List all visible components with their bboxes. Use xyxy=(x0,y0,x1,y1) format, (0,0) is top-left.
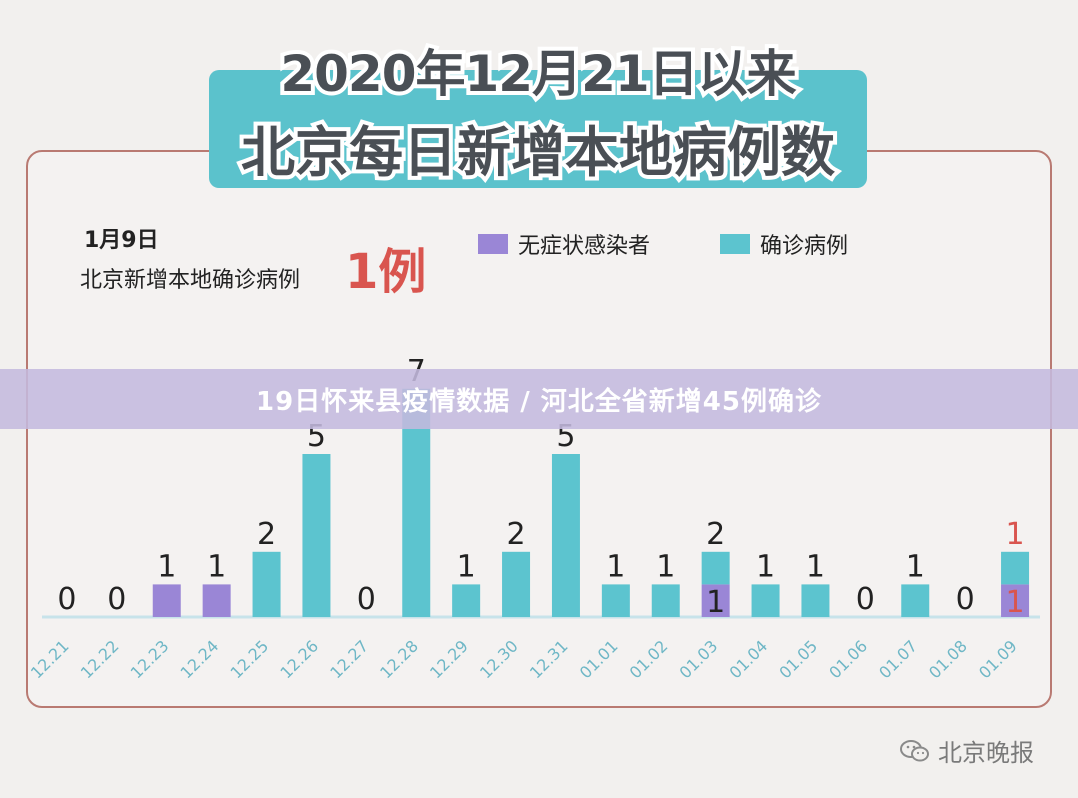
x-tick-label-12.23: 12.23 xyxy=(127,636,173,682)
x-tick-label-01.01: 01.01 xyxy=(576,636,622,682)
bar-confirmed-12.30 xyxy=(502,551,531,617)
headline-count: 1例 xyxy=(345,244,427,300)
bar-confirmed-01.05 xyxy=(801,584,830,617)
headline-date: 1月9日 xyxy=(84,228,159,253)
bar-confirmed-01.02 xyxy=(651,584,680,617)
value-label-01.09: 1 xyxy=(1006,517,1025,552)
x-tick-label-12.28: 12.28 xyxy=(376,636,422,682)
value-label-01.08: 0 xyxy=(956,582,975,617)
bar-asymptomatic-12.23 xyxy=(152,584,181,617)
x-tick-label-12.26: 12.26 xyxy=(276,636,322,682)
x-tick-label-01.03: 01.03 xyxy=(676,636,722,682)
x-tick-label-12.24: 12.24 xyxy=(177,636,223,682)
x-tick-label-01.04: 01.04 xyxy=(725,636,771,682)
x-tick-label-12.29: 12.29 xyxy=(426,636,472,682)
bar-confirmed-01.03 xyxy=(701,551,730,585)
x-tick-label-01.05: 01.05 xyxy=(775,636,821,682)
inner-label-01.09: 1 xyxy=(1006,585,1025,620)
value-label-01.05: 1 xyxy=(806,549,825,584)
x-tick-label-12.22: 12.22 xyxy=(77,636,123,682)
value-label-12.27: 0 xyxy=(357,582,376,617)
watermark-text: 北京晚报 xyxy=(938,739,1034,767)
value-label-12.24: 1 xyxy=(207,549,226,584)
bar-asymptomatic-01.09 xyxy=(1001,584,1030,617)
value-label-01.04: 1 xyxy=(756,549,775,584)
legend-swatch-asymptomatic xyxy=(478,234,508,254)
value-label-01.03: 2 xyxy=(706,517,725,552)
headline-text: 北京新增本地确诊病例 xyxy=(80,268,301,293)
legend-swatch-confirmed xyxy=(720,234,750,254)
bar-confirmed-12.29 xyxy=(452,584,481,617)
x-tick-label-01.07: 01.07 xyxy=(875,636,921,682)
x-tick-label-01.09: 01.09 xyxy=(975,636,1021,682)
bar-confirmed-01.01 xyxy=(601,584,630,617)
bar-confirmed-12.25 xyxy=(252,551,281,617)
value-label-01.07: 1 xyxy=(906,549,925,584)
value-label-01.02: 1 xyxy=(656,549,675,584)
legend-label-confirmed: 确诊病例 xyxy=(760,234,849,259)
wechat-icon xyxy=(900,739,929,761)
x-tick-label-01.06: 01.06 xyxy=(825,636,871,682)
bar-asymptomatic-12.24 xyxy=(202,584,231,617)
bar-confirmed-12.26 xyxy=(302,454,331,617)
x-tick-label-01.02: 01.02 xyxy=(626,636,672,682)
title-box: 2020年12月21日以来 北京每日新增本地病例数 xyxy=(209,41,867,188)
inner-label-01.03: 1 xyxy=(706,585,725,620)
overlay-banner: 19日怀来县疫情数据 / 河北全省新增45例确诊 xyxy=(0,369,1078,429)
bar-confirmed-01.09 xyxy=(1001,551,1030,585)
bar-confirmed-01.04 xyxy=(751,584,780,617)
chart-card xyxy=(26,150,1052,708)
x-tick-label-01.08: 01.08 xyxy=(925,636,971,682)
bar-confirmed-01.07 xyxy=(901,584,930,617)
x-tick-label-12.25: 12.25 xyxy=(226,636,272,682)
banner-text: 19日怀来县疫情数据 / 河北全省新增45例确诊 xyxy=(256,386,822,417)
value-label-12.21: 0 xyxy=(57,582,76,617)
x-tick-label-12.21: 12.21 xyxy=(27,636,73,682)
value-label-12.29: 1 xyxy=(457,549,476,584)
x-tick-label-12.27: 12.27 xyxy=(326,636,372,682)
legend-asymptomatic: 无症状感染者 xyxy=(478,228,650,260)
chart-title-line2: 北京每日新增本地病例数 xyxy=(237,117,839,188)
x-tick-label-12.30: 12.30 xyxy=(476,636,522,682)
value-label-01.06: 0 xyxy=(856,582,875,617)
legend-confirmed: 确诊病例 xyxy=(720,228,848,260)
bar-asymptomatic-01.03 xyxy=(701,584,730,617)
value-label-01.01: 1 xyxy=(606,549,625,584)
value-label-12.25: 2 xyxy=(257,517,276,552)
value-label-12.23: 1 xyxy=(157,549,176,584)
legend-label-asymptomatic: 无症状感染者 xyxy=(518,234,651,259)
chart-title-line1: 2020年12月21日以来 xyxy=(276,41,800,107)
value-label-12.22: 0 xyxy=(107,582,126,617)
bar-confirmed-12.31 xyxy=(551,454,580,617)
watermark: 北京晚报 xyxy=(900,733,1034,768)
value-label-12.30: 2 xyxy=(507,517,526,552)
x-tick-label-12.31: 12.31 xyxy=(526,636,572,682)
